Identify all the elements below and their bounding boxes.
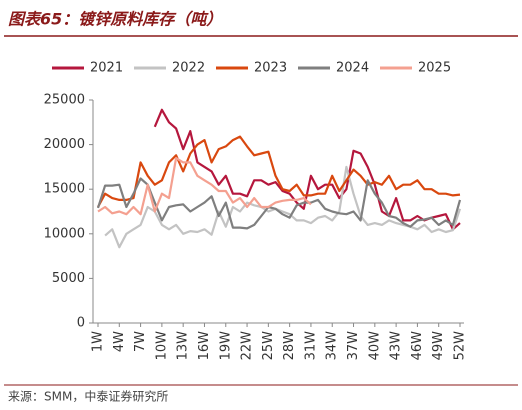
x-tick-label: 40W bbox=[367, 331, 382, 361]
x-tick-label: 46W bbox=[410, 331, 425, 361]
y-tick-label: 25000 bbox=[44, 93, 85, 108]
source: 来源：SMM，中泰证券研究所 bbox=[8, 389, 168, 404]
legend-label: 2022 bbox=[172, 61, 205, 76]
x-tick-label: 13W bbox=[176, 331, 191, 361]
x-tick-label: 52W bbox=[453, 331, 468, 361]
series-line bbox=[104, 165, 462, 249]
x-tick-label: 25W bbox=[261, 331, 276, 361]
x-tick-label: 43W bbox=[389, 331, 404, 361]
y-tick-label: 10000 bbox=[44, 226, 85, 241]
x-tick-label: 22W bbox=[240, 331, 255, 361]
y-tick-label: 15000 bbox=[44, 182, 85, 197]
y-tick-label: 0 bbox=[77, 316, 85, 331]
x-tick-label: 10W bbox=[154, 331, 169, 361]
x-tick-label: 1W bbox=[91, 331, 106, 352]
x-tick-label: 34W bbox=[325, 331, 340, 361]
x-tick-label: 7W bbox=[133, 331, 148, 352]
y-tick-label: 5000 bbox=[52, 271, 85, 286]
x-tick-label: 28W bbox=[282, 331, 297, 361]
series-line bbox=[97, 156, 312, 216]
series-line bbox=[96, 177, 462, 230]
x-tick-label: 19W bbox=[218, 331, 233, 361]
series-line bbox=[153, 108, 461, 231]
x-tick-label: 16W bbox=[197, 331, 212, 361]
x-tick-label: 31W bbox=[303, 331, 318, 361]
legend-label: 2021 bbox=[90, 61, 123, 76]
x-tick-label: 4W bbox=[112, 331, 127, 352]
chart-title: 图表65：镀锌原料库存（吨） bbox=[8, 10, 222, 29]
x-tick-label: 37W bbox=[346, 331, 361, 361]
legend-label: 2024 bbox=[336, 61, 369, 76]
legend-label: 2023 bbox=[254, 61, 287, 76]
y-tick-label: 20000 bbox=[44, 137, 85, 152]
legend-label: 2025 bbox=[418, 61, 451, 76]
x-tick-label: 49W bbox=[431, 331, 446, 361]
series-line bbox=[97, 135, 461, 208]
